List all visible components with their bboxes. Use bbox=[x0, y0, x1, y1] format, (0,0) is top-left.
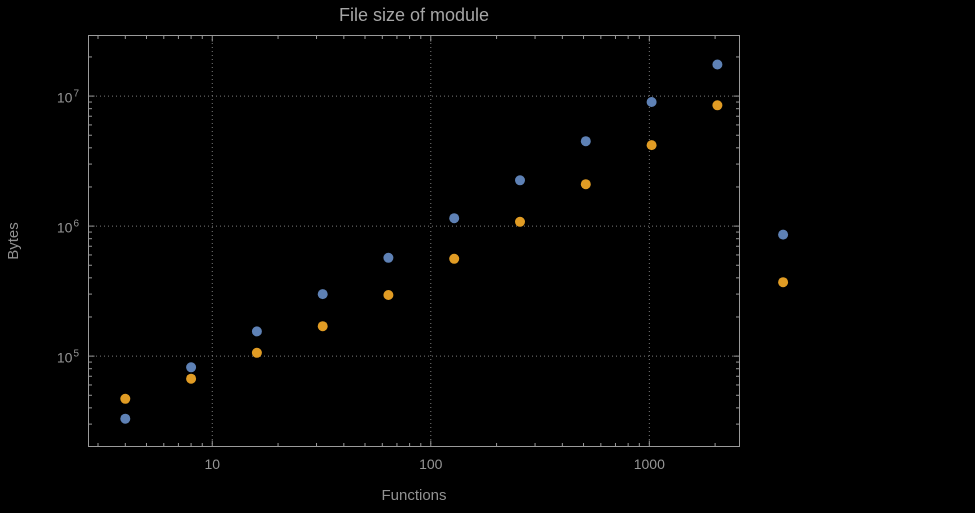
data-point-series-1-blue bbox=[120, 413, 131, 424]
y-tick-label: 107 bbox=[56, 88, 79, 106]
data-point-series-1-blue bbox=[251, 326, 262, 337]
chart-title: File size of module bbox=[338, 5, 490, 25]
data-point-series-2-orange bbox=[120, 393, 131, 404]
data-point-series-2-orange bbox=[646, 140, 657, 151]
data-point-series-1-blue bbox=[186, 362, 197, 373]
data-point-series-1-blue bbox=[383, 252, 394, 263]
x-tick-label: 100 bbox=[419, 456, 443, 472]
x-axis-label: Functions bbox=[381, 487, 447, 504]
data-point-series-2-orange bbox=[449, 253, 460, 264]
data-point-series-2-orange bbox=[317, 321, 328, 332]
data-point-series-1-blue bbox=[778, 229, 789, 240]
x-tick-label: 10 bbox=[204, 456, 221, 472]
data-point-series-2-orange bbox=[580, 179, 591, 190]
data-point-series-2-orange bbox=[712, 100, 723, 111]
data-point-series-1-blue bbox=[515, 175, 525, 186]
y-tick-label: 105 bbox=[56, 348, 79, 366]
data-point-series-2-orange bbox=[778, 277, 789, 288]
data-point-series-2-orange bbox=[251, 347, 262, 358]
data-point-series-1-blue bbox=[646, 97, 657, 107]
data-point-series-1-blue bbox=[580, 136, 591, 147]
data-point-series-1-blue bbox=[317, 289, 328, 300]
data-point-series-2-orange bbox=[515, 216, 525, 227]
data-point-series-1-blue bbox=[712, 59, 723, 70]
x-tick-label: 1000 bbox=[633, 456, 665, 472]
plot-frame bbox=[88, 35, 740, 447]
y-tick-label: 106 bbox=[56, 218, 79, 236]
data-point-series-1-blue bbox=[449, 213, 460, 224]
data-point-series-2-orange bbox=[186, 373, 197, 384]
data-point-series-2-orange bbox=[383, 290, 394, 300]
